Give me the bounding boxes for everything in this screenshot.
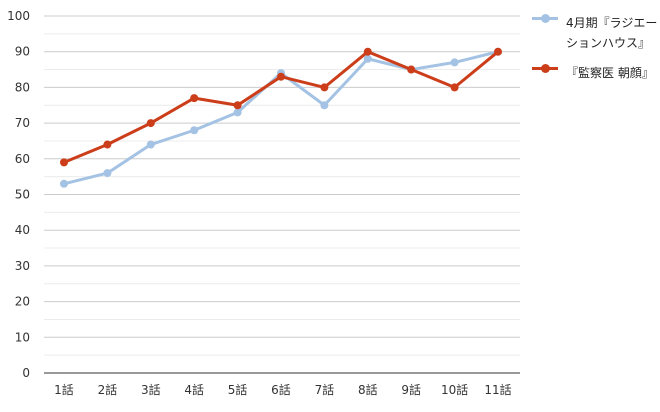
data-point[interactable] xyxy=(407,65,416,74)
x-tick-label: 9話 xyxy=(401,382,421,397)
y-tick-label: 80 xyxy=(15,80,30,94)
y-tick-label: 90 xyxy=(15,45,30,59)
data-point[interactable] xyxy=(494,47,502,56)
legend-label-series-2: 『監察医 朝顔』 xyxy=(566,66,654,80)
data-point[interactable] xyxy=(146,140,155,149)
data-point[interactable] xyxy=(450,58,459,67)
y-tick-label: 50 xyxy=(15,188,30,202)
x-tick-label: 4話 xyxy=(184,382,204,397)
y-tick-label: 30 xyxy=(15,259,30,273)
y-tick-label: 100 xyxy=(7,9,30,23)
data-point[interactable] xyxy=(233,108,242,117)
legend-item-series-2[interactable]: 『監察医 朝顔』 xyxy=(532,62,658,82)
y-axis: 0 10 20 30 40 50 60 70 80 90 100 xyxy=(7,9,30,380)
series-group xyxy=(60,47,502,188)
data-point[interactable] xyxy=(146,119,155,128)
x-tick-label: 7話 xyxy=(315,382,335,397)
y-tick-label: 40 xyxy=(15,223,30,237)
legend-label-series-1: 4月期『ラジエーションハウス』 xyxy=(566,16,658,50)
x-tick-label: 10話 xyxy=(441,382,468,397)
data-point[interactable] xyxy=(320,83,329,92)
y-tick-label: 60 xyxy=(15,152,30,166)
x-tick-label: 2話 xyxy=(98,382,118,397)
data-point[interactable] xyxy=(190,94,199,103)
x-tick-label: 5話 xyxy=(228,382,248,397)
y-tick-label: 70 xyxy=(15,116,30,130)
data-point[interactable] xyxy=(190,126,199,135)
data-point[interactable] xyxy=(450,83,459,92)
series-2 xyxy=(60,47,502,167)
x-tick-label: 8話 xyxy=(358,382,378,397)
x-axis: 1話 2話 3話 4話 5話 6話 7話 8話 9話 10話 11話 xyxy=(54,382,511,397)
y-tick-label: 0 xyxy=(22,366,30,380)
data-point[interactable] xyxy=(363,54,372,63)
series-line-2 xyxy=(62,50,500,164)
legend: 4月期『ラジエーションハウス』 『監察医 朝顔』 xyxy=(532,12,658,92)
x-tick-label: 6話 xyxy=(271,382,291,397)
data-point[interactable] xyxy=(60,158,68,167)
data-point[interactable] xyxy=(277,72,285,81)
y-tick-label: 10 xyxy=(15,330,30,344)
legend-swatch-series-1 xyxy=(532,14,558,23)
data-point[interactable] xyxy=(103,140,112,149)
x-tick-label: 11話 xyxy=(484,382,511,397)
data-point[interactable] xyxy=(103,169,112,178)
data-point[interactable] xyxy=(320,101,329,110)
data-point[interactable] xyxy=(60,179,68,188)
series-1 xyxy=(60,47,502,188)
data-point[interactable] xyxy=(363,47,372,56)
legend-item-series-1[interactable]: 4月期『ラジエーションハウス』 xyxy=(532,12,658,52)
x-tick-label: 3話 xyxy=(141,382,161,397)
data-point[interactable] xyxy=(233,101,242,110)
x-tick-label: 1話 xyxy=(54,382,74,397)
y-tick-label: 20 xyxy=(15,295,30,309)
legend-swatch-series-2 xyxy=(532,64,558,73)
